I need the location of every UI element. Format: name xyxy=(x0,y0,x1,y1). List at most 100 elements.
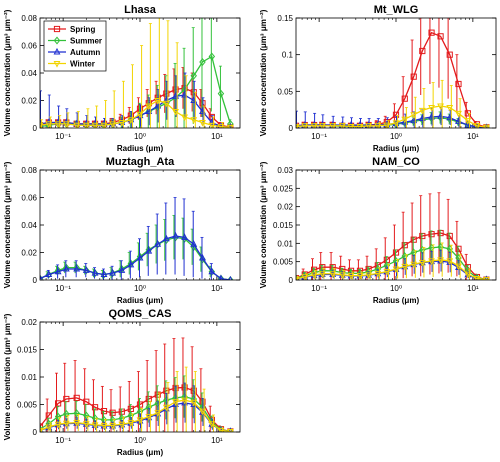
legend-marker xyxy=(53,25,61,33)
data-point xyxy=(455,263,462,271)
data-point xyxy=(208,267,216,275)
legend-label: Summer xyxy=(70,37,102,46)
x-tick-label: 10⁰ xyxy=(390,284,402,293)
panel-mt-wlg: Mt_WLG 10⁻¹ 10⁰ 10¹ 0 0.05 0.1 0.15 Radius (μm) V… xyxy=(259,4,497,153)
data-point xyxy=(455,110,462,118)
y-tick-label: 0.03 xyxy=(277,166,293,175)
data-point xyxy=(208,421,216,428)
x-axis-label: Radius (μm) xyxy=(117,296,164,305)
y-tick-label: 0.1 xyxy=(282,51,294,60)
data-point xyxy=(347,273,355,280)
axes-frame xyxy=(39,321,241,433)
data-point xyxy=(127,420,135,427)
data-point xyxy=(82,122,90,128)
data-point xyxy=(109,422,117,430)
data-point xyxy=(127,405,134,412)
data-point xyxy=(383,269,391,276)
y-tick-label: 0.02 xyxy=(21,318,37,327)
series-line xyxy=(296,232,487,280)
data-point xyxy=(45,424,53,432)
data-point xyxy=(455,80,462,88)
series-line xyxy=(40,236,231,280)
data-point xyxy=(73,122,81,128)
data-point xyxy=(301,123,309,128)
data-point xyxy=(208,122,216,128)
y-tick-label: 0.02 xyxy=(21,97,37,106)
data-point xyxy=(62,121,70,128)
axes-frame xyxy=(295,169,497,281)
y-tick-label: 0.05 xyxy=(277,87,293,96)
legend-marker xyxy=(53,36,61,45)
series-spring xyxy=(40,337,234,432)
y-tick-label: 0.04 xyxy=(21,69,37,78)
data-point xyxy=(392,266,400,274)
plot-area xyxy=(40,337,234,432)
panel-title: NAM_CO xyxy=(372,156,420,168)
axes-frame xyxy=(39,169,241,281)
data-point xyxy=(482,277,490,280)
panel-qoms-cas: QOMS_CAS 10⁻¹ 10⁰ 10¹ 0 0.005 0.01 0.015 0.02 Rad… xyxy=(3,308,241,457)
y-axis-label: Volume concentration (μm³ μm⁻²) xyxy=(259,161,268,288)
data-point xyxy=(100,122,108,128)
data-point xyxy=(91,269,99,276)
data-point xyxy=(437,103,444,111)
y-tick-label: 0.02 xyxy=(21,249,37,258)
data-point xyxy=(401,263,409,271)
data-point xyxy=(473,276,481,280)
data-point xyxy=(446,51,453,58)
series-line xyxy=(40,99,231,128)
data-point xyxy=(63,409,70,418)
data-point xyxy=(218,274,224,280)
plot-area xyxy=(296,192,490,280)
data-point xyxy=(217,427,225,432)
data-point xyxy=(401,95,408,102)
series-line xyxy=(40,235,231,280)
data-point xyxy=(190,399,198,407)
x-tick-label: 10⁰ xyxy=(390,132,402,141)
legend-label: Spring xyxy=(70,25,95,34)
panel-title: Mt_WLG xyxy=(374,4,419,16)
data-point xyxy=(446,104,454,112)
y-tick-label: 0 xyxy=(33,276,38,285)
series-winter xyxy=(296,242,490,280)
data-point xyxy=(181,233,188,240)
legend-marker xyxy=(53,61,61,68)
series-line xyxy=(296,259,487,280)
data-point xyxy=(217,89,225,98)
data-point xyxy=(162,234,170,242)
data-point xyxy=(127,260,135,268)
data-point xyxy=(374,123,382,128)
data-point xyxy=(446,258,454,266)
data-point xyxy=(437,257,444,264)
x-tick-label: 10⁻¹ xyxy=(55,132,71,141)
series-winter xyxy=(40,18,234,128)
data-point xyxy=(154,240,162,247)
x-tick-label: 10¹ xyxy=(211,284,223,293)
y-tick-label: 0 xyxy=(33,124,38,133)
data-point xyxy=(91,122,99,128)
data-point xyxy=(428,104,435,112)
data-point xyxy=(410,73,417,80)
data-point xyxy=(318,271,326,278)
data-point xyxy=(136,417,144,424)
y-tick-label: 0.015 xyxy=(17,346,38,355)
panel-title: QOMS_CAS xyxy=(109,308,172,320)
data-point xyxy=(296,276,300,280)
x-tick-label: 10¹ xyxy=(211,132,223,141)
panel-nam-co: NAM_CO 10⁻¹ 10⁰ 10¹ 0 0.005 0.01 0.015 0.02 0.025… xyxy=(259,156,497,305)
data-point xyxy=(410,112,418,119)
data-point xyxy=(217,124,225,128)
data-point xyxy=(356,124,364,128)
data-point xyxy=(54,412,62,421)
data-point xyxy=(181,114,188,122)
data-point xyxy=(172,109,179,116)
data-point xyxy=(310,123,318,128)
y-tick-label: 0.015 xyxy=(273,221,294,230)
data-point xyxy=(100,422,108,430)
x-tick-label: 10⁻¹ xyxy=(55,284,71,293)
y-tick-label: 0.06 xyxy=(21,42,37,51)
data-point xyxy=(40,274,43,280)
data-point xyxy=(301,274,309,280)
data-point xyxy=(82,421,90,428)
